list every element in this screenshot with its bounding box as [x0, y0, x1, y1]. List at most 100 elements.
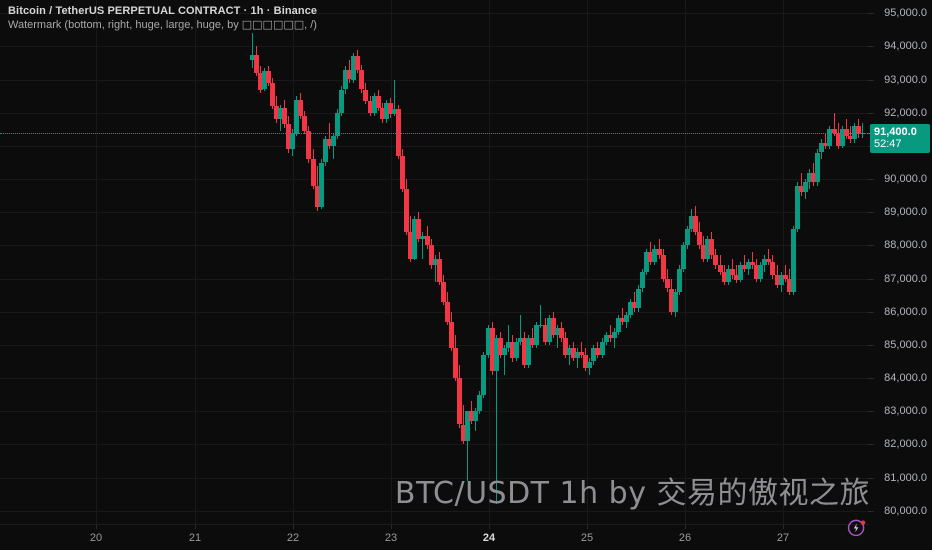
- candle-body: [665, 278, 670, 289]
- candle-body: [388, 102, 393, 115]
- candle-body: [400, 155, 405, 190]
- time-axis-label: 21: [188, 532, 202, 544]
- time-tick-mark: [685, 525, 686, 529]
- gridline-horizontal: [0, 344, 868, 346]
- candle-body: [726, 268, 731, 282]
- candle-body: [286, 124, 291, 150]
- candle-body: [612, 331, 617, 339]
- gridline-horizontal: [0, 411, 868, 413]
- gridline-horizontal: [0, 212, 868, 214]
- candle-body: [730, 268, 735, 276]
- candle-body: [457, 378, 462, 425]
- candle-body: [335, 112, 340, 136]
- candle-body: [376, 96, 381, 108]
- candle-body: [608, 335, 613, 339]
- candle-body: [657, 248, 662, 256]
- time-tick-mark: [783, 525, 784, 529]
- candle-body: [445, 301, 450, 322]
- price-tick-mark: [868, 311, 874, 313]
- candle-body: [343, 69, 348, 90]
- candle-body: [323, 139, 328, 163]
- candle-body: [522, 338, 527, 365]
- candle-body: [461, 424, 466, 442]
- candle-wick: [532, 328, 533, 349]
- candle-body: [807, 172, 812, 183]
- candle-body: [359, 69, 364, 90]
- candle-body: [510, 341, 515, 359]
- candle-wick: [329, 122, 330, 150]
- candle-wick: [557, 325, 558, 349]
- gridline-vertical: [783, 0, 784, 524]
- price-axis-label: 88,000.0: [884, 239, 927, 252]
- gridline-horizontal: [0, 179, 868, 181]
- candle-body: [481, 354, 486, 395]
- candle-body: [449, 321, 454, 349]
- candle-body: [559, 328, 564, 339]
- candle-body: [766, 258, 771, 262]
- candle-body: [575, 351, 580, 359]
- candle-body: [620, 318, 625, 322]
- candle-body: [258, 73, 263, 90]
- candle-body: [713, 255, 718, 266]
- candle-body: [718, 265, 723, 272]
- candle-body: [673, 291, 678, 312]
- candle-body: [644, 252, 649, 272]
- candle-body: [384, 102, 389, 120]
- current-price-badge[interactable]: 91,400.0 52:47: [870, 123, 930, 153]
- candle-body: [762, 258, 767, 266]
- candle-wick: [634, 291, 635, 312]
- candle-body: [254, 54, 259, 73]
- candle-body: [543, 325, 548, 342]
- price-axis-label: 81,000.0: [884, 471, 927, 484]
- price-tick-mark: [868, 79, 874, 81]
- candle-body: [811, 172, 816, 183]
- price-axis-label: 92,000.0: [884, 106, 927, 119]
- candle-wick: [496, 335, 497, 505]
- chart-plot-area[interactable]: [0, 0, 868, 524]
- candle-wick: [463, 404, 464, 445]
- candle-body: [490, 328, 495, 372]
- candle-body: [770, 262, 775, 276]
- time-axis-label: 26: [678, 532, 692, 544]
- candle-wick: [467, 424, 468, 481]
- candle-body: [624, 315, 629, 322]
- candle-body: [583, 354, 588, 369]
- candle-wick: [504, 344, 505, 375]
- gridline-vertical: [96, 0, 97, 524]
- candle-body: [587, 361, 592, 369]
- candle-body: [327, 139, 332, 146]
- candle-body: [705, 238, 710, 259]
- candle-body: [412, 218, 417, 259]
- candle-wick: [577, 348, 578, 369]
- gridline-vertical: [293, 0, 294, 524]
- candle-body: [595, 348, 600, 355]
- candle-body: [530, 338, 535, 345]
- time-tick-mark: [195, 525, 196, 529]
- candle-body: [331, 136, 336, 146]
- time-axis-label: 22: [286, 532, 300, 544]
- gridline-horizontal: [0, 145, 868, 147]
- candle-body: [563, 338, 568, 355]
- candle-body: [567, 348, 572, 355]
- time-axis-label: 27: [776, 532, 790, 544]
- candle-body: [652, 248, 657, 262]
- time-axis[interactable]: 20 21 22 23 24 25 26 27: [0, 524, 932, 550]
- price-axis[interactable]: 95,000.094,000.093,000.092,000.091,000.0…: [868, 0, 932, 524]
- candle-body: [632, 301, 637, 309]
- candle-body: [473, 411, 478, 422]
- candle-body: [661, 255, 666, 279]
- current-price-line: [0, 132, 868, 134]
- price-tick-mark: [868, 411, 874, 413]
- candle-wick: [834, 112, 835, 136]
- candle-body: [465, 411, 470, 441]
- candle-body: [616, 318, 621, 332]
- candle-body: [429, 245, 434, 266]
- candle-body: [791, 228, 796, 292]
- candle-body: [355, 56, 360, 70]
- candle-body: [648, 252, 653, 262]
- candle-body: [832, 129, 837, 133]
- candle-body: [363, 89, 368, 102]
- candle-body: [469, 411, 474, 422]
- candle-body: [502, 348, 507, 355]
